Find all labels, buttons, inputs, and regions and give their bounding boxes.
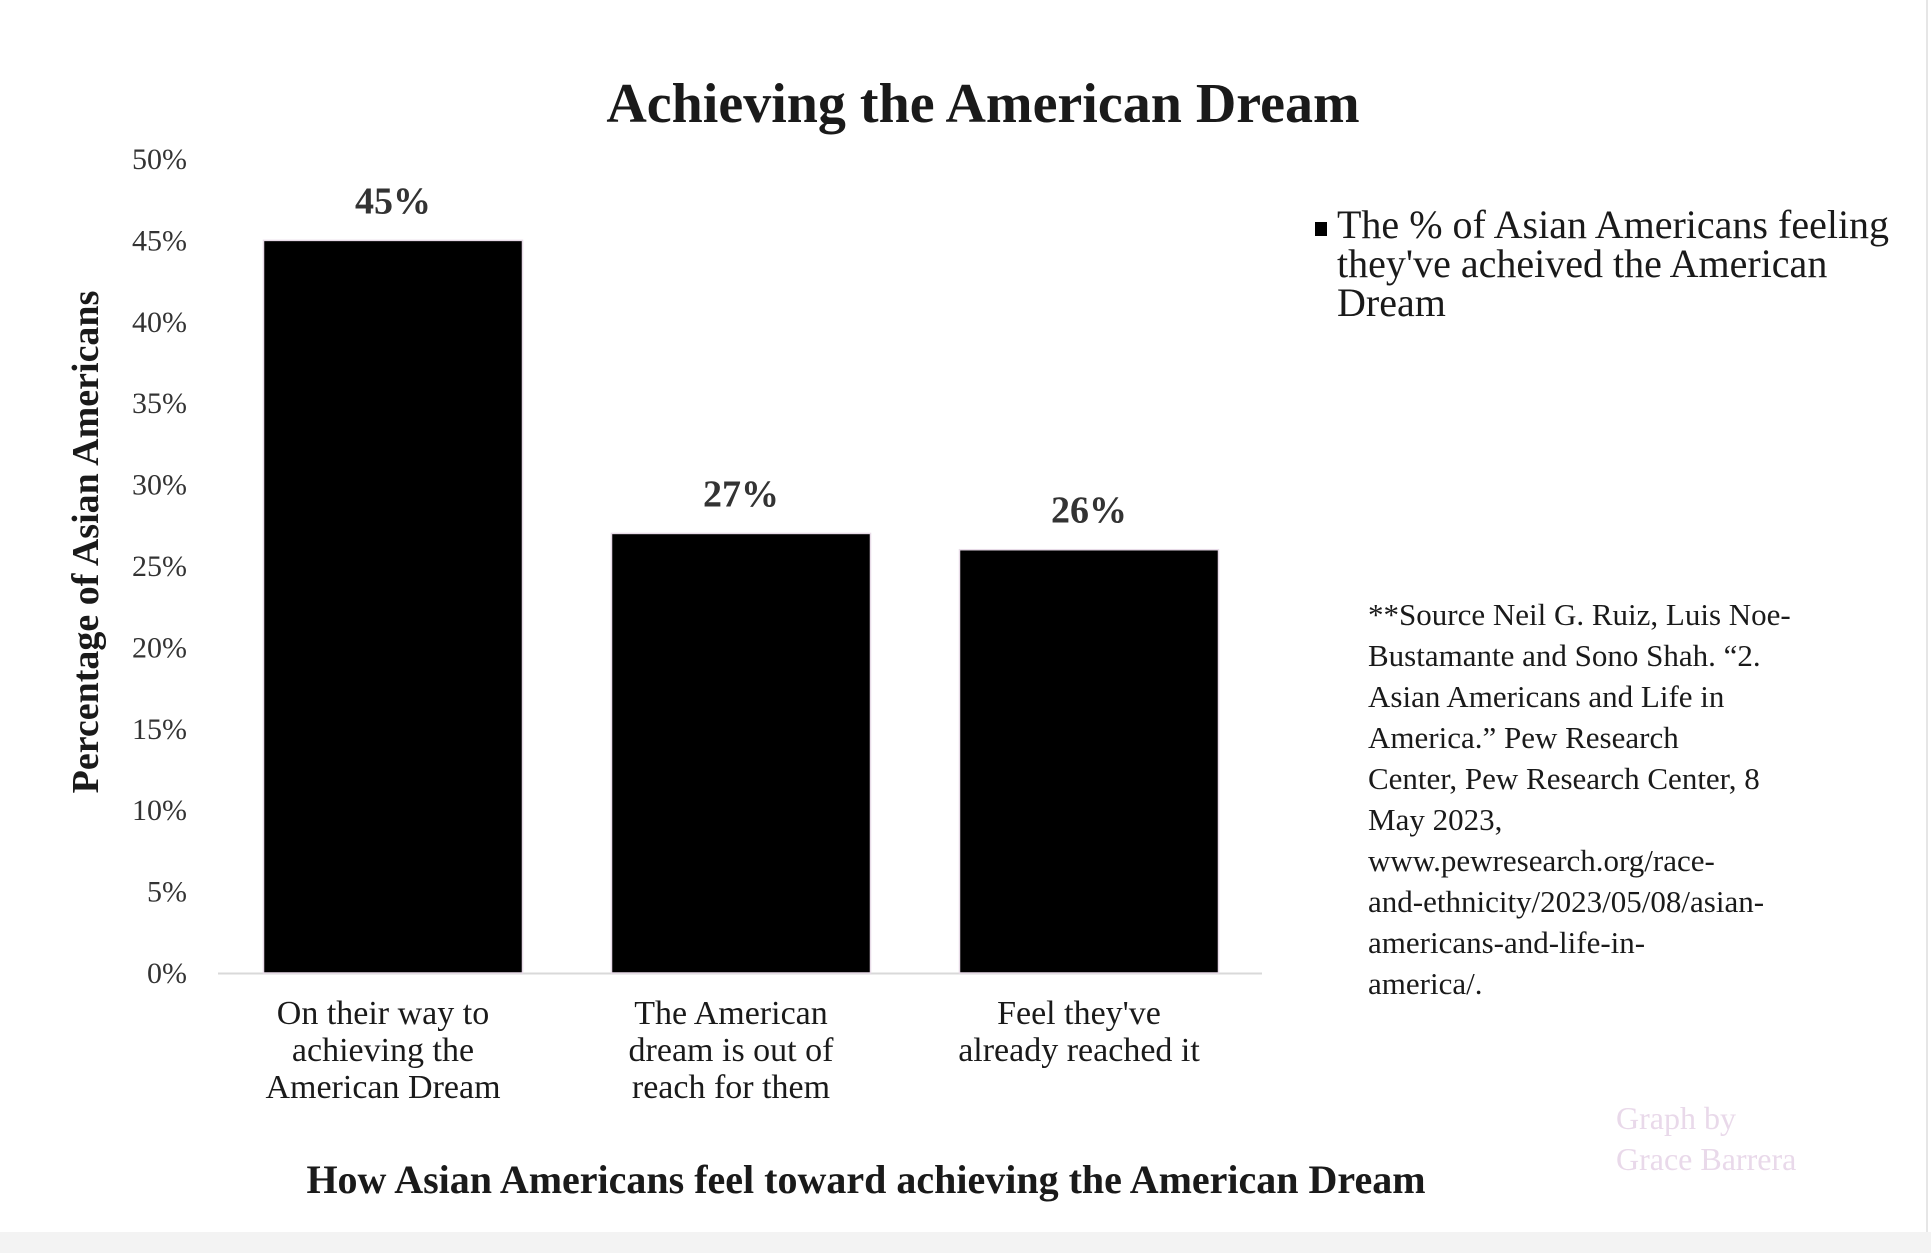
y-tick-label: 20% [132, 631, 187, 664]
watermark-line: Grace Barrera [1616, 1141, 1797, 1177]
source-line: **Source Neil G. Ruiz, Luis Noe- [1368, 597, 1791, 632]
legend-marker [1315, 222, 1327, 236]
x-tick-label: reach for them [632, 1069, 830, 1106]
y-tick-label: 25% [132, 550, 187, 583]
y-tick-label: 50% [132, 143, 187, 176]
x-tick-label: dream is out of [629, 1032, 835, 1069]
watermark-line: Graph by [1616, 1100, 1736, 1136]
bar [958, 548, 1220, 974]
y-tick-label: 10% [132, 794, 187, 827]
x-tick-label: The American [634, 995, 828, 1032]
source-line: May 2023, [1368, 802, 1503, 837]
y-tick-label: 5% [147, 876, 187, 909]
x-axis-title: How Asian Americans feel toward achievin… [306, 1157, 1426, 1202]
y-tick-label: 35% [132, 387, 187, 420]
x-tick-label: American Dream [265, 1069, 500, 1106]
x-tick-label: Feel they've [997, 995, 1161, 1032]
y-tick-label: 15% [132, 713, 187, 746]
source-line: Bustamante and Sono Shah. “2. [1368, 638, 1761, 673]
source-citation: **Source Neil G. Ruiz, Luis Noe- Bustaman… [1368, 594, 1908, 1004]
chart-title: Achieving the American Dream [606, 73, 1360, 135]
bar [610, 532, 872, 974]
y-tick-label: 30% [132, 469, 187, 502]
y-axis-title: Percentage of Asian Americans [65, 291, 107, 794]
y-tick-label: 0% [147, 957, 187, 990]
x-tick-label: achieving the [292, 1032, 474, 1069]
source-line: America.” Pew Research [1368, 720, 1679, 755]
y-tick-label: 45% [132, 224, 187, 257]
right-edge [1926, 0, 1928, 1232]
x-tick-label: already reached it [958, 1032, 1200, 1069]
x-tick-label: On their way to [277, 995, 489, 1032]
legend-label: The % of Asian Americans feeling they've… [1337, 202, 1890, 325]
watermark: Graph by Grace Barrera [1616, 1098, 1876, 1180]
source-line: www.pewresearch.org/race- [1368, 843, 1715, 878]
bar [262, 239, 524, 974]
source-line: Asian Americans and Life in [1368, 679, 1725, 714]
data-label: 26% [1051, 490, 1127, 532]
source-line: and-ethnicity/2023/05/08/asian- [1368, 884, 1765, 919]
source-line: america/. [1368, 966, 1483, 1001]
source-line: Center, Pew Research Center, 8 [1368, 761, 1760, 796]
data-label: 45% [355, 180, 431, 222]
data-label: 27% [703, 473, 779, 515]
bottom-band [0, 1232, 1931, 1253]
source-line: americans-and-life-in- [1368, 925, 1646, 960]
y-tick-label: 40% [132, 306, 187, 339]
